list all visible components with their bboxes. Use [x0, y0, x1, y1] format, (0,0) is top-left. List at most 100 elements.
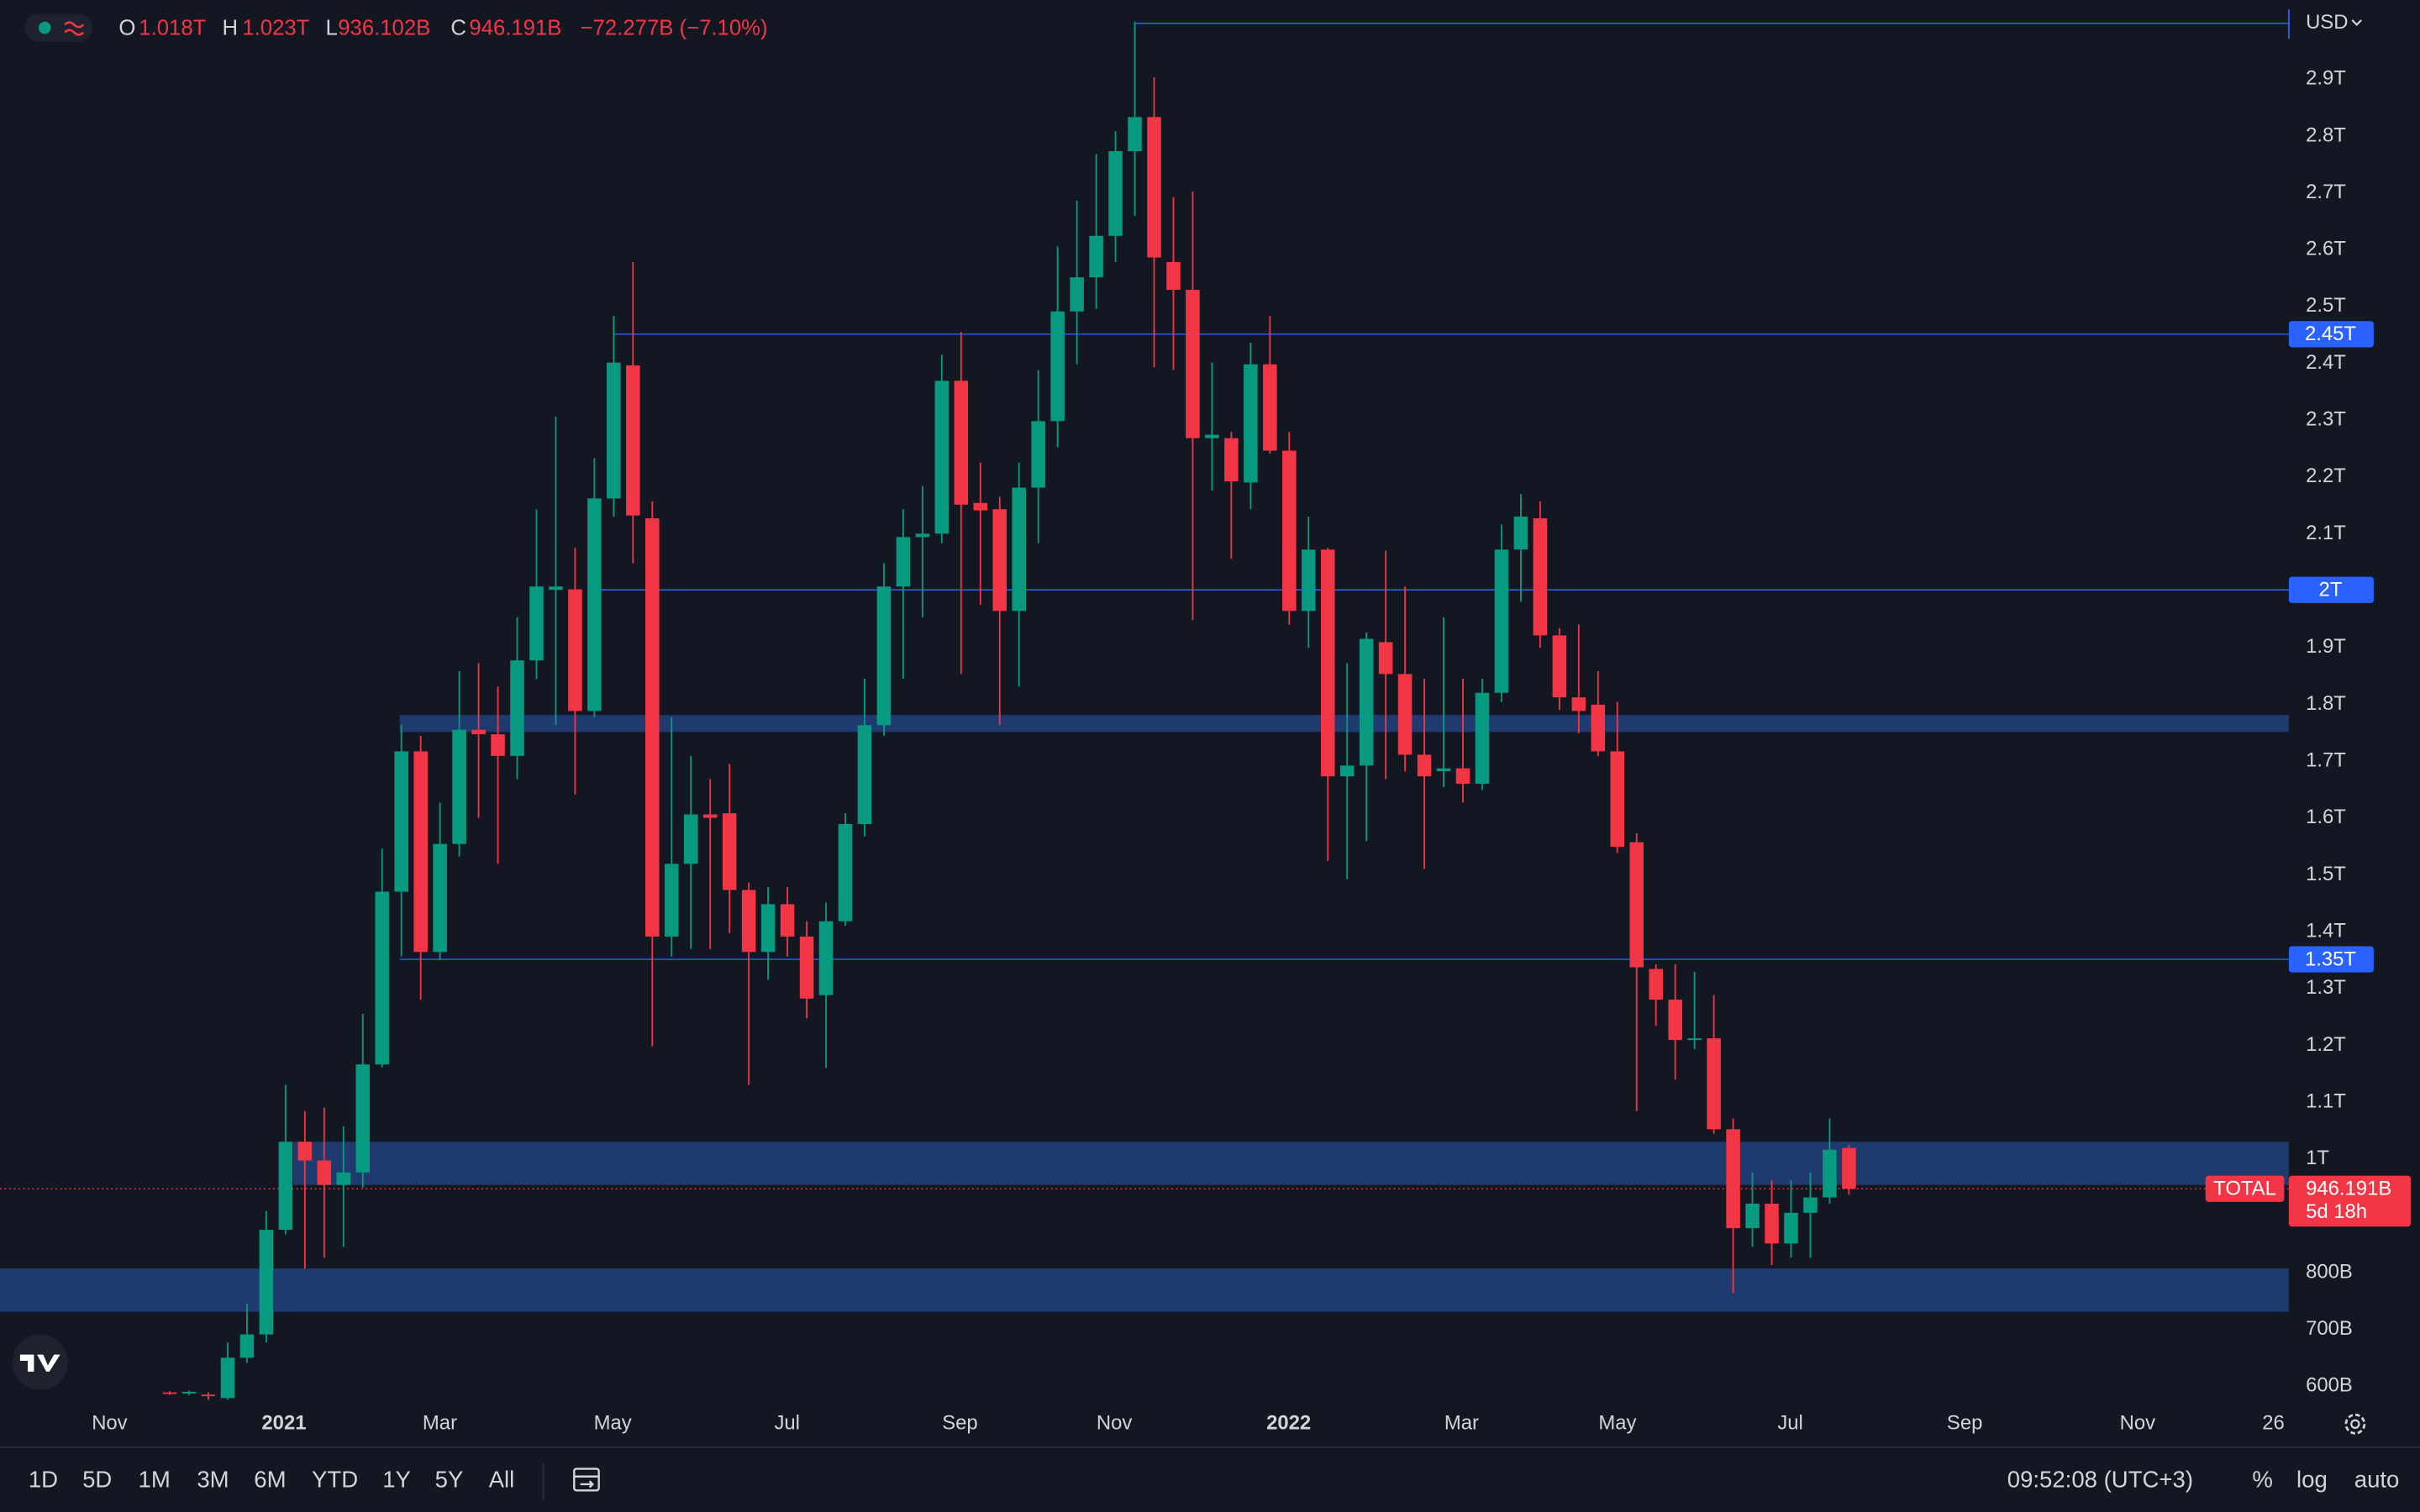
x-tick-label: Sep — [942, 1412, 977, 1435]
range-button[interactable]: YTD — [312, 1467, 358, 1493]
candle-body — [722, 813, 737, 890]
y-tick-label: 1.8T — [2306, 692, 2346, 715]
currency-chevron — [2351, 19, 2362, 26]
candle-body — [664, 864, 679, 937]
x-tick-label: Mar — [423, 1412, 457, 1435]
status-pill[interactable] — [24, 13, 93, 42]
candle-body — [1687, 1038, 1702, 1041]
clock: 09:52:08 (UTC+3) — [2007, 1467, 2193, 1493]
candle-body — [1784, 1212, 1798, 1244]
zone — [0, 1268, 2289, 1312]
open-key: O — [118, 17, 135, 40]
countdown: 5d 18h — [2306, 1200, 2367, 1223]
candle-body — [626, 365, 640, 516]
candle-body — [645, 518, 660, 937]
candle-body — [491, 734, 505, 756]
scale-option[interactable]: % — [2252, 1467, 2273, 1493]
candle-body — [1224, 438, 1239, 482]
candle-body — [838, 824, 853, 921]
candle-body — [934, 381, 950, 534]
candle-body — [1668, 1000, 1682, 1041]
candle-body — [1803, 1197, 1818, 1213]
candle-body — [1301, 549, 1316, 612]
calendar-frame — [573, 1467, 600, 1492]
logo-mark — [19, 1354, 60, 1372]
candle-body — [799, 936, 814, 999]
candle-body — [1513, 517, 1528, 550]
range-button[interactable]: 5D — [82, 1467, 112, 1493]
candle-body — [1244, 364, 1258, 483]
settings-icon[interactable] — [2344, 1413, 2366, 1435]
scale-option[interactable]: auto — [2354, 1467, 2400, 1493]
y-tick-label: 2.2T — [2306, 465, 2346, 487]
y-tick-label: 1.5T — [2306, 863, 2346, 885]
candle-body — [1417, 754, 1432, 777]
candle-body — [741, 890, 756, 953]
candle-body — [1436, 768, 1451, 772]
candle-body — [1571, 697, 1586, 711]
date-range-icon[interactable] — [573, 1467, 600, 1492]
range-button[interactable]: 3M — [197, 1467, 229, 1493]
y-tick-label: 1.9T — [2306, 635, 2346, 658]
range-button[interactable]: All — [489, 1467, 515, 1493]
x-tick-label: Jul — [774, 1412, 799, 1435]
currency-button[interactable]: USD — [2306, 11, 2348, 34]
y-tick-label: 2.6T — [2306, 238, 2346, 260]
last-price-label: 946.191B — [2306, 1177, 2391, 1200]
toolbar: 1D 5D 1M 3M 6M YTD 1Y 5Y All% log auto — [29, 1467, 2400, 1493]
level-tag — [2288, 321, 2374, 348]
level-tag-label: 1.35T — [2305, 948, 2356, 970]
calendar-arrow — [580, 1480, 594, 1488]
range-button[interactable]: 1M — [139, 1467, 171, 1493]
low-key: L — [326, 17, 338, 40]
candle-body — [1649, 969, 1663, 1000]
range-button[interactable]: 1Y — [382, 1467, 411, 1493]
candle-body — [1050, 311, 1065, 422]
y-tick-label: 2.7T — [2306, 181, 2346, 203]
candle-body — [876, 586, 892, 726]
range-button[interactable]: 5Y — [435, 1467, 464, 1493]
low-value: 936.102B — [338, 17, 430, 40]
candle-body — [1282, 450, 1297, 612]
x-tick-label: 2022 — [1266, 1412, 1311, 1435]
y-tick-label: 1.6T — [2306, 806, 2346, 828]
status-dot — [38, 21, 51, 34]
candle-body — [954, 381, 969, 505]
level-tag-label: 2.45T — [2305, 323, 2356, 345]
scale-option[interactable]: log — [2296, 1467, 2328, 1493]
y-tick-label: 2.4T — [2306, 351, 2346, 374]
change-value: −72.277B (−7.10%) — [581, 17, 768, 40]
candle-body — [336, 1172, 351, 1185]
candle-body — [857, 725, 872, 825]
candle-body — [1089, 235, 1103, 278]
range-button[interactable]: 1D — [29, 1467, 58, 1493]
zone — [399, 715, 2289, 732]
candle-body — [915, 533, 930, 538]
status-icon — [64, 21, 85, 36]
zones — [0, 715, 2289, 1312]
levels — [0, 9, 2290, 1189]
candle-body — [1378, 642, 1393, 675]
candle-body — [201, 1394, 216, 1397]
candle-body — [1339, 765, 1355, 777]
high-value: 1.023T — [242, 17, 309, 40]
x-tick-label: Sep — [1947, 1412, 1982, 1435]
candle-body — [683, 814, 698, 864]
candle-body — [1765, 1203, 1779, 1244]
candle-body — [1707, 1038, 1721, 1130]
time-axis: Nov 2021 Mar May Jul Sep Nov 2022 Mar May Jul Sep No… — [92, 1412, 2285, 1435]
series-name-tag — [2205, 1175, 2285, 1202]
x-tick-label: Nov — [92, 1412, 127, 1435]
logo[interactable] — [12, 1334, 68, 1390]
range-button[interactable]: 6M — [254, 1467, 286, 1493]
candle-body — [1263, 364, 1277, 451]
y-tick-label: 1.3T — [2306, 976, 2346, 999]
y-tick-label: 2.3T — [2306, 408, 2346, 431]
close-value: 946.191B — [469, 17, 561, 40]
y-tick-label: 800B — [2306, 1260, 2353, 1283]
candle-body — [1591, 704, 1606, 752]
x-tick-label: 2021 — [261, 1412, 306, 1435]
x-tick-label: 26 — [2262, 1412, 2285, 1435]
candle-body — [1823, 1149, 1837, 1198]
